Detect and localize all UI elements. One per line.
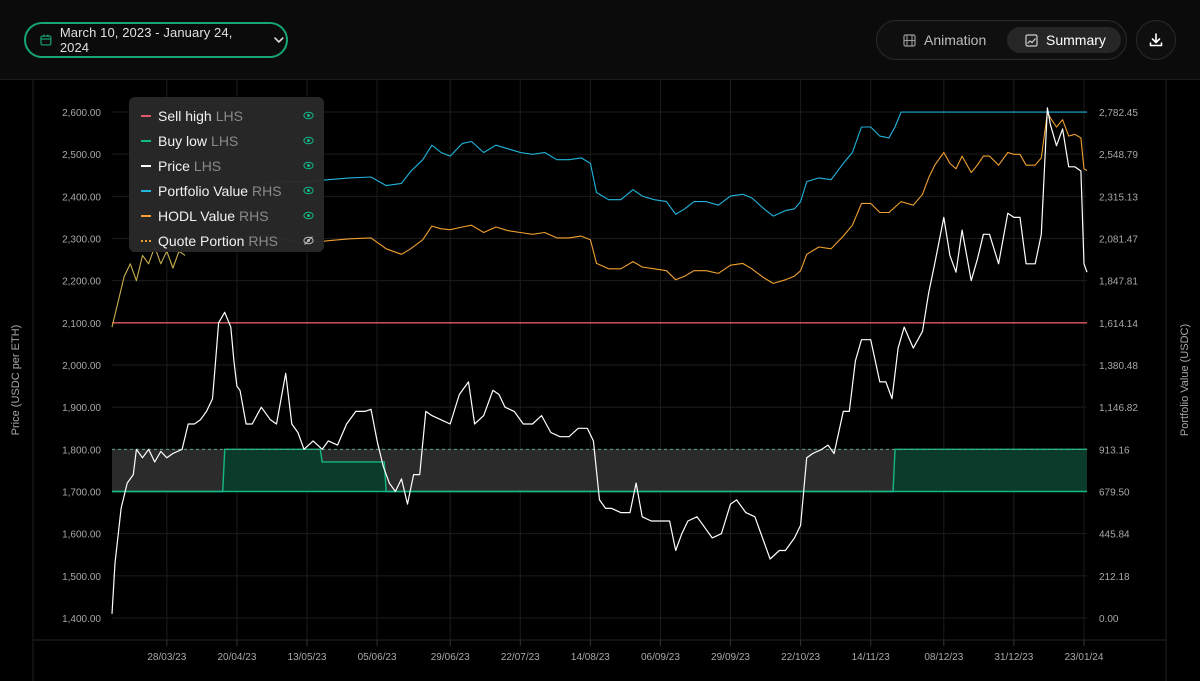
legend-item-axis: RHS — [239, 207, 269, 224]
y-tick-label-right: 2,548.79 — [1099, 150, 1138, 161]
legend-item-hodl-value[interactable]: HODL Value RHS — [129, 203, 324, 228]
y-tick-label-right: 1,146.82 — [1099, 403, 1138, 414]
y-tick-label-right: 2,315.13 — [1099, 192, 1138, 203]
legend-swatch — [141, 164, 151, 167]
tab-summary-label: Summary — [1046, 32, 1106, 48]
y-tick-label-left: 2,200.00 — [62, 277, 101, 288]
legend-item-buy-low[interactable]: Buy low LHS — [129, 128, 324, 153]
view-tabs: Animation Summary — [876, 20, 1127, 60]
hodl-value-line — [261, 111, 1088, 284]
date-range-picker[interactable]: March 10, 2023 - January 24, 2024 — [24, 22, 288, 58]
y-tick-label-right: 1,614.14 — [1099, 319, 1138, 330]
legend-item-name: HODL Value — [158, 207, 236, 224]
legend-item-name: Portfolio Value — [158, 182, 249, 199]
legend-item-axis: LHS — [215, 107, 243, 124]
price-chart: 2,600.00 2,782.45 2,500.00 2,548.79 2,400.00… — [10, 80, 1191, 681]
y-tick-label-left: 2,000.00 — [62, 361, 101, 372]
x-tick-label: 22/07/23 — [501, 652, 540, 663]
y-tick-label-left: 1,800.00 — [62, 445, 101, 456]
y-tick-label-right: 2,782.45 — [1099, 108, 1138, 119]
x-tick-label: 13/05/23 — [288, 652, 327, 663]
download-button[interactable] — [1136, 20, 1176, 60]
y-tick-label-left: 1,600.00 — [62, 530, 101, 541]
film-icon — [903, 33, 916, 47]
legend-swatch — [141, 139, 151, 142]
legend-item-axis: LHS — [193, 157, 222, 174]
y-tick-label-right: 212.18 — [1099, 572, 1130, 583]
price-line — [111, 107, 1088, 614]
y-axis-title-left: Price (USDC per ETH) — [10, 325, 22, 436]
legend-item-name: Buy low — [158, 132, 208, 149]
x-tick-label: 08/12/23 — [924, 652, 963, 663]
x-tick-label: 28/03/23 — [147, 652, 186, 663]
y-tick-label-left: 1,400.00 — [62, 614, 101, 625]
legend-item-price[interactable]: Price LHS — [129, 153, 324, 178]
buy-low-band — [112, 449, 1087, 492]
legend-item-quote-portion[interactable]: Quote Portion RHS — [129, 228, 324, 253]
y-tick-label-right: 0.00 — [1099, 614, 1119, 625]
y-tick-label-right: 679.50 — [1099, 488, 1130, 499]
legend-item-name: Price — [158, 157, 190, 174]
y-tick-label-left: 2,600.00 — [62, 108, 101, 119]
legend-swatch — [141, 114, 151, 117]
x-tick-label: 14/08/23 — [571, 652, 610, 663]
top-toolbar: March 10, 2023 - January 24, 2024 Animat… — [0, 0, 1200, 80]
download-icon — [1149, 33, 1163, 47]
x-tick-label: 20/04/23 — [217, 652, 256, 663]
legend-item-portfolio-value[interactable]: Portfolio Value RHS — [129, 178, 324, 203]
y-tick-label-left: 2,100.00 — [62, 319, 101, 330]
chart-legend: Sell high LHS Buy low LHS Price LHS Port… — [129, 97, 324, 252]
x-tick-label: 22/10/23 — [781, 652, 820, 663]
portfolio-value-line — [261, 111, 1087, 217]
eye-icon[interactable] — [303, 160, 314, 171]
y-tick-label-right: 913.16 — [1099, 445, 1130, 456]
y-tick-label-left: 1,900.00 — [62, 403, 101, 414]
tab-animation[interactable]: Animation — [899, 27, 990, 53]
legend-swatch — [141, 239, 151, 242]
quote-portion-line — [111, 246, 186, 328]
eye-icon[interactable] — [303, 210, 314, 221]
y-tick-label-right: 1,380.48 — [1099, 361, 1138, 372]
legend-item-axis: RHS — [252, 182, 282, 199]
y-tick-label-left: 2,500.00 — [62, 150, 101, 161]
tab-animation-label: Animation — [924, 32, 987, 48]
eye-icon[interactable] — [303, 110, 314, 121]
y-tick-label-left: 1,700.00 — [62, 488, 101, 499]
tab-summary[interactable]: Summary — [1007, 27, 1121, 53]
legend-item-axis: RHS — [248, 232, 278, 249]
y-tick-label-left: 2,400.00 — [62, 192, 101, 203]
x-tick-label: 31/12/23 — [994, 652, 1033, 663]
chart-image-icon — [1025, 33, 1038, 47]
legend-item-axis: LHS — [211, 132, 239, 149]
eye-off-icon[interactable] — [303, 235, 314, 246]
x-tick-label: 29/09/23 — [711, 652, 750, 663]
y-tick-label-left: 1,500.00 — [62, 572, 101, 583]
x-tick-label: 14/11/23 — [852, 652, 891, 663]
chevron-down-icon — [274, 37, 284, 43]
legend-item-sell-high[interactable]: Sell high LHS — [129, 103, 324, 128]
legend-swatch — [141, 189, 151, 192]
calendar-icon — [40, 34, 52, 46]
eye-icon[interactable] — [303, 135, 314, 146]
x-tick-label: 23/01/24 — [1064, 652, 1103, 663]
y-axis-title-right: Portfolio Value (USDC) — [1179, 324, 1191, 436]
eye-icon[interactable] — [303, 185, 314, 196]
x-tick-label: 06/09/23 — [641, 652, 680, 663]
date-range-label: March 10, 2023 - January 24, 2024 — [59, 25, 233, 55]
legend-swatch — [141, 214, 151, 217]
legend-item-name: Quote Portion — [158, 232, 245, 249]
y-tick-label-left: 2,300.00 — [62, 235, 101, 246]
x-tick-label: 29/06/23 — [431, 652, 470, 663]
y-tick-label-right: 2,081.47 — [1099, 235, 1138, 246]
y-tick-label-right: 445.84 — [1099, 530, 1130, 541]
x-tick-label: 05/06/23 — [358, 652, 397, 663]
legend-item-name: Sell high — [158, 107, 212, 124]
y-tick-label-right: 1,847.81 — [1099, 277, 1138, 288]
